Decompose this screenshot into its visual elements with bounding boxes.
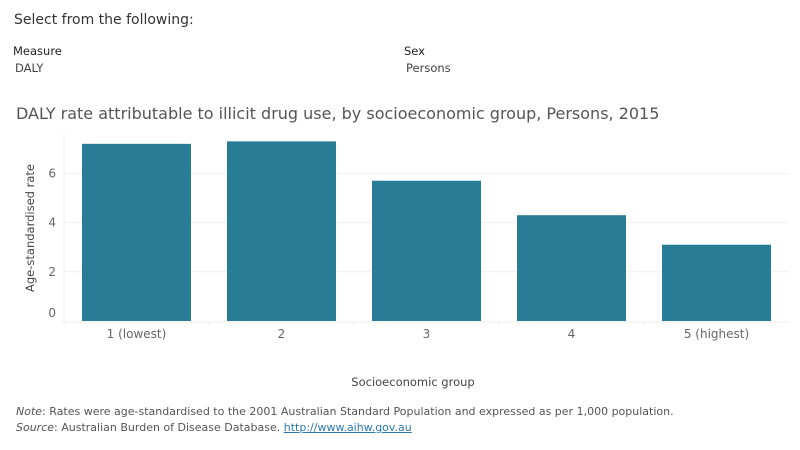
y-tick-label: 4 [48,216,56,230]
x-tick-label: 5 (highest) [684,327,749,341]
source-label: Source [16,421,55,434]
x-tick-label: 2 [278,327,286,341]
x-axis-label: Socioeconomic group [351,375,474,389]
x-tick-label: 3 [423,327,431,341]
source-line: Source: Australian Burden of Disease Dat… [16,420,674,436]
note-text: : Rates were age-standardised to the 200… [42,405,674,418]
source-link[interactable]: http://www.aihw.gov.au [283,421,412,434]
y-tick-label: 6 [48,166,56,180]
y-tick-label: 0 [48,306,56,320]
measure-filter-select[interactable]: DALY [15,61,44,75]
x-tick-label: 4 [568,327,576,341]
select-title: Select from the following: [14,12,194,28]
bar[interactable] [662,244,771,321]
chart-title: DALY rate attributable to illicit drug u… [16,104,660,123]
sex-filter-label: Sex [404,44,425,58]
y-tick-label: 2 [48,265,56,279]
sex-filter-select[interactable]: Persons [406,61,451,75]
note-label: Note [16,405,43,418]
measure-filter-label: Measure [13,44,62,58]
source-text: : Australian Burden of Disease Database. [54,421,284,434]
y-axis-label: Age-standardised rate [23,164,37,292]
bar[interactable] [82,143,191,321]
bar[interactable] [227,141,336,321]
bar[interactable] [517,215,626,321]
x-tick-label: 1 (lowest) [107,327,167,341]
bar[interactable] [372,180,481,321]
footnotes: Note: Rates were age-standardised to the… [16,404,674,436]
note-line: Note: Rates were age-standardised to the… [16,404,674,420]
